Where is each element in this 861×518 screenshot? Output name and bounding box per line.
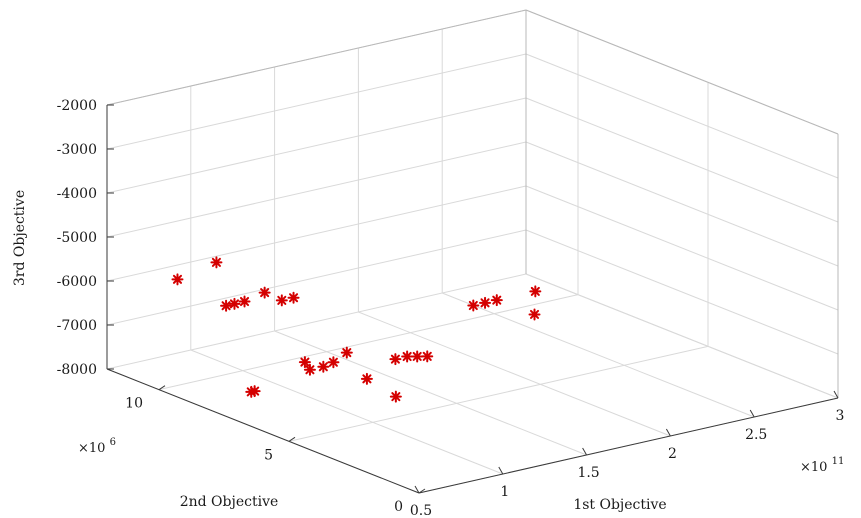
axis-lines — [106, 104, 839, 494]
svg-text:×10 11: ×10 11 — [800, 456, 844, 475]
data-point — [528, 308, 541, 321]
data-point — [248, 385, 261, 398]
data-point — [327, 356, 340, 369]
wall-grid-line — [525, 273, 839, 399]
data-point — [275, 294, 288, 307]
data-point — [340, 346, 353, 359]
x-tick-label: 3 — [836, 408, 845, 424]
data-point — [467, 299, 480, 312]
x-tick-mark — [414, 485, 420, 494]
y-tick-label: 10 — [125, 396, 143, 412]
z-axis-label: 3rd Objective — [12, 190, 28, 286]
x-exponent-base: ×10 — [800, 460, 827, 475]
y-axis-line — [106, 368, 420, 494]
z-tick-label: -8000 — [57, 362, 97, 378]
grid-lines — [106, 9, 839, 494]
floor-grid-line — [288, 345, 709, 442]
data-point — [411, 350, 424, 363]
svg-text:×10 6: ×10 6 — [78, 437, 116, 456]
wall-grid-line — [106, 141, 527, 238]
y-tick-label: 5 — [264, 447, 273, 463]
floor-grid-line — [358, 311, 671, 437]
y-tick-mark — [418, 488, 426, 494]
data-point — [258, 286, 271, 299]
x-tick-mark — [498, 466, 504, 475]
data-point — [287, 291, 300, 304]
x-tick-mark — [749, 409, 755, 418]
y-exponent-base: ×10 — [78, 441, 105, 456]
wall-grid-line — [106, 53, 527, 150]
data-point — [401, 350, 414, 363]
z-tick-label: -4000 — [57, 186, 97, 202]
wall-grid-line — [525, 185, 839, 311]
x-tick-label: 2 — [668, 446, 677, 462]
y-tick-mark — [158, 385, 166, 391]
x-tick-mark — [582, 447, 588, 456]
y-tick-mark — [288, 436, 296, 442]
data-point — [238, 295, 251, 308]
data-points — [171, 256, 542, 403]
data-point — [389, 390, 402, 403]
y-axis-label: 2nd Objective — [180, 494, 279, 510]
y-exponent-label: ×10 6 — [78, 437, 116, 456]
z-tick-label: -5000 — [57, 230, 97, 246]
x-tick-mark — [833, 390, 839, 399]
x-tick-label: 1.5 — [577, 465, 599, 481]
wall-grid-line — [525, 97, 839, 223]
x-tick-mark — [665, 428, 671, 437]
data-point — [490, 294, 503, 307]
x-tick-label: 2.5 — [745, 427, 767, 443]
box-edge — [106, 9, 527, 106]
wall-grid-line — [106, 97, 527, 194]
y-tick-label: 0 — [394, 499, 403, 515]
x-axis-label: 1st Objective — [573, 497, 666, 513]
z-tick-label: -7000 — [57, 318, 97, 334]
x-exponent-power: 11 — [832, 456, 845, 467]
data-point — [171, 273, 184, 286]
wall-grid-line — [525, 141, 839, 267]
data-point — [479, 296, 492, 309]
floor-grid-line — [442, 292, 755, 418]
z-tick-label: -2000 — [57, 98, 97, 114]
box-edge — [525, 9, 839, 135]
x-tick-label: 0.5 — [410, 503, 432, 518]
x-exponent-label: ×10 11 — [800, 456, 844, 475]
data-point — [228, 297, 241, 310]
floor-grid-line — [158, 294, 579, 391]
data-point — [529, 285, 542, 298]
data-point — [303, 363, 316, 376]
data-point — [360, 372, 373, 385]
x-axis-line — [418, 397, 839, 494]
data-point — [210, 256, 223, 269]
data-point — [298, 356, 311, 369]
data-point — [220, 299, 233, 312]
data-point — [317, 360, 330, 373]
wall-grid-line — [106, 185, 527, 282]
wall-grid-line — [106, 229, 527, 326]
z-tick-label: -6000 — [57, 274, 97, 290]
floor-grid-line — [190, 349, 503, 475]
y-exponent-power: 6 — [110, 437, 116, 448]
floor-grid-line — [274, 330, 587, 456]
wall-grid-line — [525, 53, 839, 179]
data-point — [389, 353, 402, 366]
x-tick-label: 1 — [500, 484, 509, 500]
data-point — [421, 350, 434, 363]
tick-labels: 0.5 1 1.5 2 2.5 3 0 5 10 -2000 -3000 -4000 -5000 -600… — [57, 98, 845, 518]
wall-grid-line — [525, 229, 839, 355]
wall-grid-line — [106, 273, 527, 370]
z-tick-label: -3000 — [57, 142, 97, 158]
